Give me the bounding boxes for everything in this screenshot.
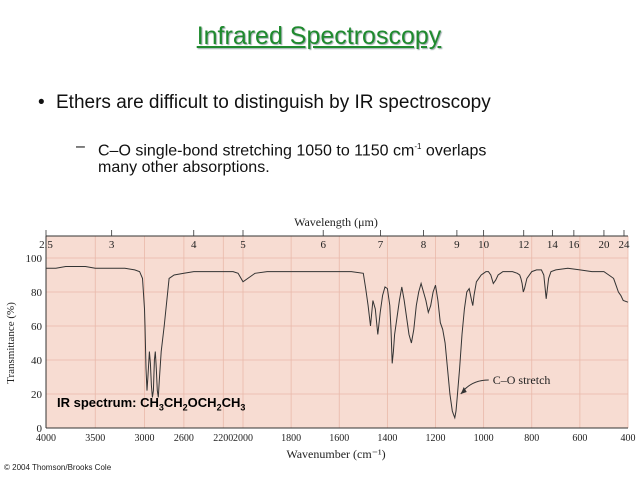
wavelength-tick-label: 16 <box>568 239 580 251</box>
x-tick-label: 2200 <box>213 433 233 444</box>
x-tick-label: 1800 <box>281 433 301 444</box>
y-tick-label: 80 <box>31 287 43 299</box>
wavelength-tick-label: 6 <box>320 239 326 251</box>
wavelength-tick-label: 4 <box>191 239 197 251</box>
x-tick-label: 1400 <box>377 433 397 444</box>
sub-bullet-line-1: C–O single-bond stretching 1050 to 1150 … <box>98 136 486 161</box>
wavelength-tick-label: 3 <box>109 239 115 251</box>
x-tick-label: 2600 <box>174 433 194 444</box>
y-tick-label: 60 <box>31 321 43 333</box>
bullet-dot: • <box>38 92 45 113</box>
y-tick-label: 0 <box>37 423 43 435</box>
annotation-label: C–O stretch <box>493 373 551 387</box>
label-sub-4: 3 <box>240 402 246 413</box>
spectrum-label: IR spectrum: CH3CH2OCH2CH3 <box>57 395 245 413</box>
sub-bullet-line-2: many other absorptions. <box>98 159 270 176</box>
y-tick-label: 40 <box>31 355 43 367</box>
x-tick-label: 4000 <box>36 433 56 444</box>
wavelength-tick-label: 7 <box>378 239 384 251</box>
annotation-arrowhead <box>460 387 467 394</box>
spectrum-line <box>46 266 629 420</box>
sub-line1-text-b: overlaps <box>421 142 487 160</box>
x-tick-label: 800 <box>524 433 539 444</box>
x-tick-label: 400 <box>621 433 636 444</box>
annotation-group: C–O stretch <box>460 373 551 395</box>
bullet-point: • Ethers are difficult to distinguish by … <box>38 92 491 114</box>
y-tick-label: 100 <box>26 253 43 265</box>
x-tick-label: 3000 <box>135 433 155 444</box>
wavelength-tick-label: 10 <box>478 239 490 251</box>
label-part-3: OCH <box>187 395 217 410</box>
x-tick-label: 2000 <box>233 433 253 444</box>
wavelength-tick-label: 12 <box>518 239 529 251</box>
top-axis-label: Wavelength (μm) <box>294 215 378 229</box>
label-part-1: IR spectrum: CH <box>57 395 159 410</box>
wavelength-tick-label: 20 <box>598 239 610 251</box>
x-tick-label: 1200 <box>426 433 446 444</box>
y-axis-label: Transmittance (%) <box>5 302 17 384</box>
wavelength-tick-label: 8 <box>421 239 427 251</box>
x-tick-label: 3500 <box>85 433 105 444</box>
wavelength-tick-label: 14 <box>547 239 559 251</box>
x-tick-label: 600 <box>572 433 587 444</box>
sub-bullet-dash: – <box>76 138 85 155</box>
sub-line1-text-a: C–O single-bond stretching 1050 to 1150 … <box>98 142 415 160</box>
label-sub-3: 2 <box>216 402 222 413</box>
x-tick-label: 1000 <box>474 433 494 444</box>
x-axis-label: Wavenumber (cm⁻¹) <box>286 447 385 461</box>
wavelength-tick-label: 5 <box>240 239 246 251</box>
sub-line1-superscript: -1 <box>414 142 422 151</box>
y-tick-label: 20 <box>31 389 43 401</box>
copyright-credit: © 2004 Thomson/Brooks Cole <box>4 463 112 472</box>
wavelength-tick-label: 24 <box>618 239 630 251</box>
label-part-4: CH <box>221 395 241 410</box>
plot-background <box>46 236 628 428</box>
label-sub-2: 2 <box>182 402 188 413</box>
label-part-2: CH <box>163 395 183 410</box>
wavelength-tick-label: 9 <box>454 239 460 251</box>
label-sub-1: 3 <box>158 402 164 413</box>
x-tick-label: 1600 <box>329 433 349 444</box>
bullet-text: Ethers are difficult to distinguish by I… <box>56 92 491 113</box>
slide-title: Infrared Spectroscopy <box>196 22 442 50</box>
